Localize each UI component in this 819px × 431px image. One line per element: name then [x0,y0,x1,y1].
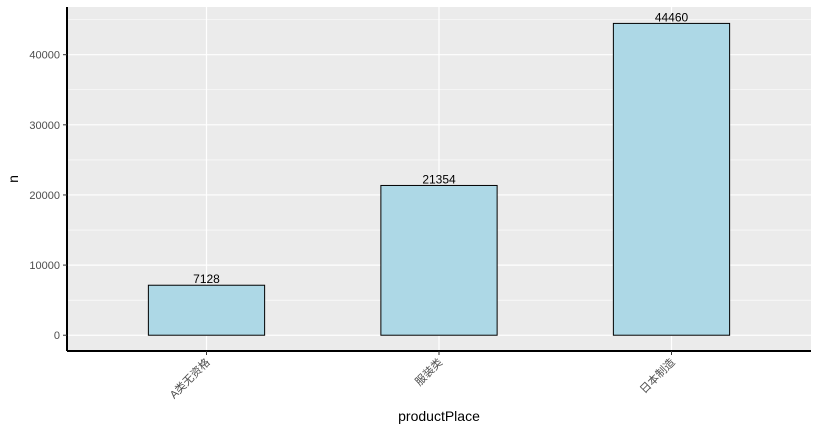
bar [147,284,266,336]
bar [380,184,498,336]
bars [147,22,731,336]
y-tick-label: 30000 [29,120,60,132]
bar [612,22,731,336]
bar-value-label: 7128 [193,272,220,286]
bar-value-label: 44460 [655,10,689,24]
y-tick-label: 0 [54,330,60,342]
bar-value-label: 21354 [422,172,456,186]
y-axis-title: n [5,175,21,183]
y-tick-label: 40000 [29,50,60,62]
x-axis-title: productPlace [398,408,480,424]
x-tick-label: 服装类 [412,355,445,388]
y-tick-label: 20000 [29,190,60,202]
data-labels: 7128 21354 44460 [193,10,688,286]
x-tick-label: 日本制造 [637,355,678,396]
x-tick-label: A类无资格 [166,355,212,401]
y-ticks: 0 10000 20000 30000 40000 [29,50,67,342]
y-tick-label: 10000 [29,260,60,272]
x-ticks: A类无资格 服装类 日本制造 [166,351,678,401]
